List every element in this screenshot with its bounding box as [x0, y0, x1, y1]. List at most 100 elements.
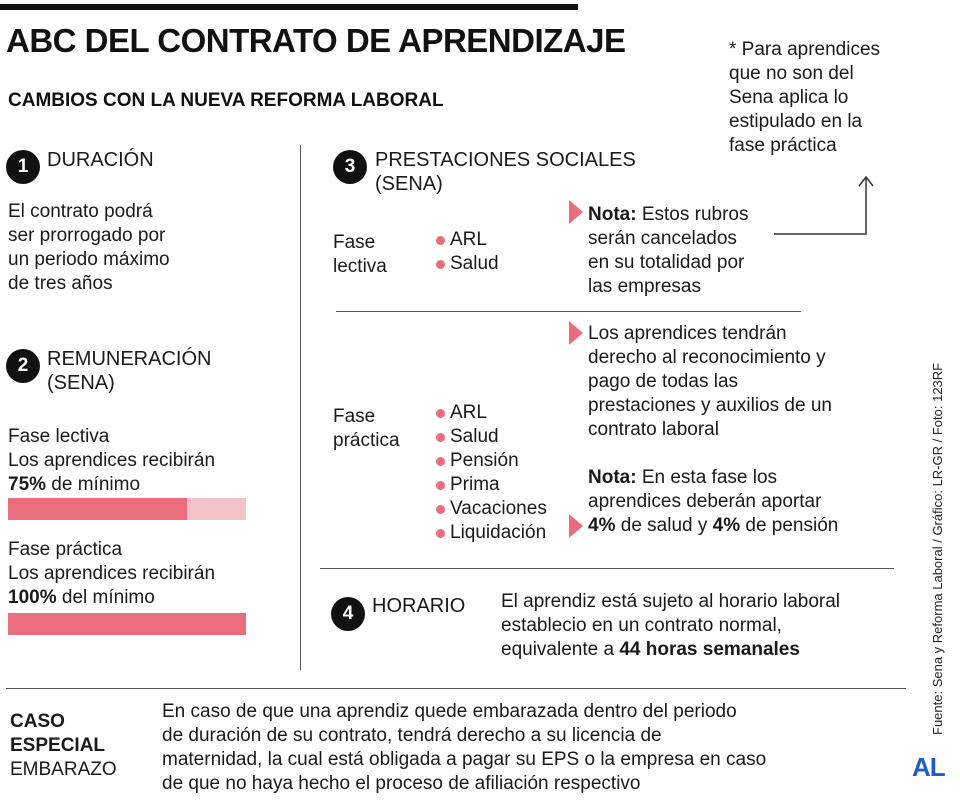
top-rule [0, 4, 578, 10]
special-case-label: CASO ESPECIAL EMBARAZO [10, 710, 117, 782]
percent-value: 100% [8, 587, 57, 608]
phase-amount: 75% de mínimo [8, 473, 215, 497]
list-item: Salud [436, 425, 547, 449]
list-item: Pensión [436, 449, 547, 473]
label-sub: EMBARAZO [10, 759, 117, 780]
percent-value: 4% [588, 515, 616, 536]
prestaciones-practica-list: ARL Salud Pensión Prima Vacaciones Liqui… [436, 401, 547, 545]
body-line: de que no haya hecho el proceso de afili… [162, 773, 641, 794]
body-line: equivalente a 44 horas semanales [501, 638, 840, 662]
footnote-line: * Para aprendices [729, 39, 881, 60]
divider [336, 311, 801, 312]
progress-fill-lectiva [8, 498, 187, 520]
column-divider [300, 145, 301, 670]
text-line: contrato laboral [588, 419, 719, 440]
footnote-line: fase práctica [729, 135, 837, 156]
section-number-badge: 4 [331, 597, 365, 631]
body-text: equivalente a [501, 639, 620, 660]
label-line: lectiva [333, 256, 387, 277]
page-subtitle: CAMBIOS CON LA NUEVA REFORMA LABORAL [8, 90, 444, 111]
note-line: Nota: En esta fase los [588, 466, 838, 490]
special-case-body: En caso de que una aprendiz quede embara… [162, 700, 766, 796]
section-heading-remuneracion: REMUNERACIÓN (SENA) [47, 347, 211, 395]
label-line: Fase [333, 406, 376, 427]
text-line: prestaciones y auxilios de un [588, 395, 832, 416]
section-number-badge: 1 [6, 150, 40, 184]
heading-line: REMUNERACIÓN [47, 348, 212, 370]
body-line: El contrato podrá [8, 201, 153, 222]
percent-rest: del mínimo [56, 587, 155, 608]
prestaciones-lectiva-label: Fase lectiva [333, 231, 387, 279]
note-line: aprendices deberán aportar [588, 491, 822, 512]
note-line: Nota: Estos rubros [588, 203, 749, 227]
footnote-line: que no son del [729, 63, 854, 84]
label-line: Fase [333, 232, 376, 253]
note-line: 4% de salud y 4% de pensión [588, 514, 838, 538]
note-text: En esta fase los [636, 467, 778, 488]
pointer-icon [569, 514, 583, 538]
horario-body: El aprendiz está sujeto al horario labor… [501, 590, 840, 662]
divider [320, 568, 894, 569]
text-line: derecho al reconocimiento y [588, 347, 826, 368]
heading-line: (SENA) [47, 372, 115, 394]
connector-arrow-icon [774, 175, 874, 235]
body-line: maternidad, la cual está obligada a paga… [162, 749, 767, 770]
body-line: ser prorrogado por [8, 225, 166, 246]
list-item: ARL [436, 228, 499, 252]
body-line: de tres años [8, 273, 113, 294]
note-label: Nota: [588, 204, 637, 225]
practica-text: Los aprendices tendrán derecho al recono… [588, 322, 832, 442]
remuneracion-practica: Fase práctica Los aprendices recibirán 1… [8, 538, 215, 610]
note-line: serán cancelados [588, 228, 737, 249]
practica-note: Nota: En esta fase los aprendices deberá… [588, 466, 838, 538]
footnote-line: estipulado en la [729, 111, 863, 132]
note-text: de salud y [615, 515, 713, 536]
heading-line: (SENA) [375, 173, 443, 195]
phase-amount: 100% del mínimo [8, 586, 215, 610]
note-line: en su totalidad por [588, 252, 745, 273]
heading-line: PRESTACIONES SOCIALES [375, 149, 636, 171]
note-text: Estos rubros [636, 204, 749, 225]
label-line: ESPECIAL [10, 735, 106, 756]
body-line: de duración de su contrato, tendrá derec… [162, 725, 662, 746]
phase-label: Fase práctica [8, 539, 123, 560]
body-line: un periodo máximo [8, 249, 170, 270]
label-line: práctica [333, 430, 400, 451]
footnote-line: Sena aplica lo [729, 87, 849, 108]
list-item: Salud [436, 252, 499, 276]
phase-label: Fase lectiva [8, 426, 110, 447]
body-line: establecio en un contrato normal, [501, 615, 782, 636]
section-number-badge: 2 [6, 349, 40, 383]
footnote: * Para aprendices que no son del Sena ap… [729, 38, 880, 158]
lectiva-note: Nota: Estos rubros serán cancelados en s… [588, 203, 749, 299]
note-line: las empresas [588, 276, 701, 297]
prestaciones-practica-label: Fase práctica [333, 405, 400, 453]
pointer-icon [569, 200, 583, 224]
note-text: de pensión [740, 515, 839, 536]
hours-value: 44 horas semanales [619, 639, 800, 660]
progress-bar-lectiva [8, 498, 246, 520]
percent-value: 4% [712, 515, 741, 536]
note-label: Nota: [588, 467, 637, 488]
percent-value: 75% [8, 474, 47, 495]
list-item: Liquidación [436, 521, 547, 545]
duracion-body: El contrato podrá ser prorrogado por un … [8, 200, 170, 296]
progress-fill-practica [8, 613, 246, 635]
list-item: Prima [436, 473, 547, 497]
page-title: ABC DEL CONTRATO DE APRENDIZAJE [6, 22, 626, 59]
section-heading-duracion: DURACIÓN [47, 149, 154, 171]
pointer-icon [569, 321, 583, 345]
section-number-badge: 3 [333, 150, 367, 184]
remuneracion-lectiva: Fase lectiva Los aprendices recibirán 75… [8, 425, 215, 497]
section-heading-prestaciones: PRESTACIONES SOCIALES (SENA) [375, 148, 636, 196]
source-credit: Fuente: Sena y Reforma Laboral / Gráfico… [930, 362, 945, 735]
phase-line: Los aprendices recibirán [8, 450, 216, 471]
text-line: pago de todas las [588, 371, 739, 392]
text-line: Los aprendices tendrán [588, 323, 787, 344]
brand-logo: AL [912, 752, 946, 782]
progress-bar-practica [8, 613, 246, 635]
body-line: En caso de que una aprendiz quede embara… [162, 701, 737, 722]
list-item: ARL [436, 401, 547, 425]
phase-line: Los aprendices recibirán [8, 563, 216, 584]
section-heading-horario: HORARIO [372, 595, 466, 617]
